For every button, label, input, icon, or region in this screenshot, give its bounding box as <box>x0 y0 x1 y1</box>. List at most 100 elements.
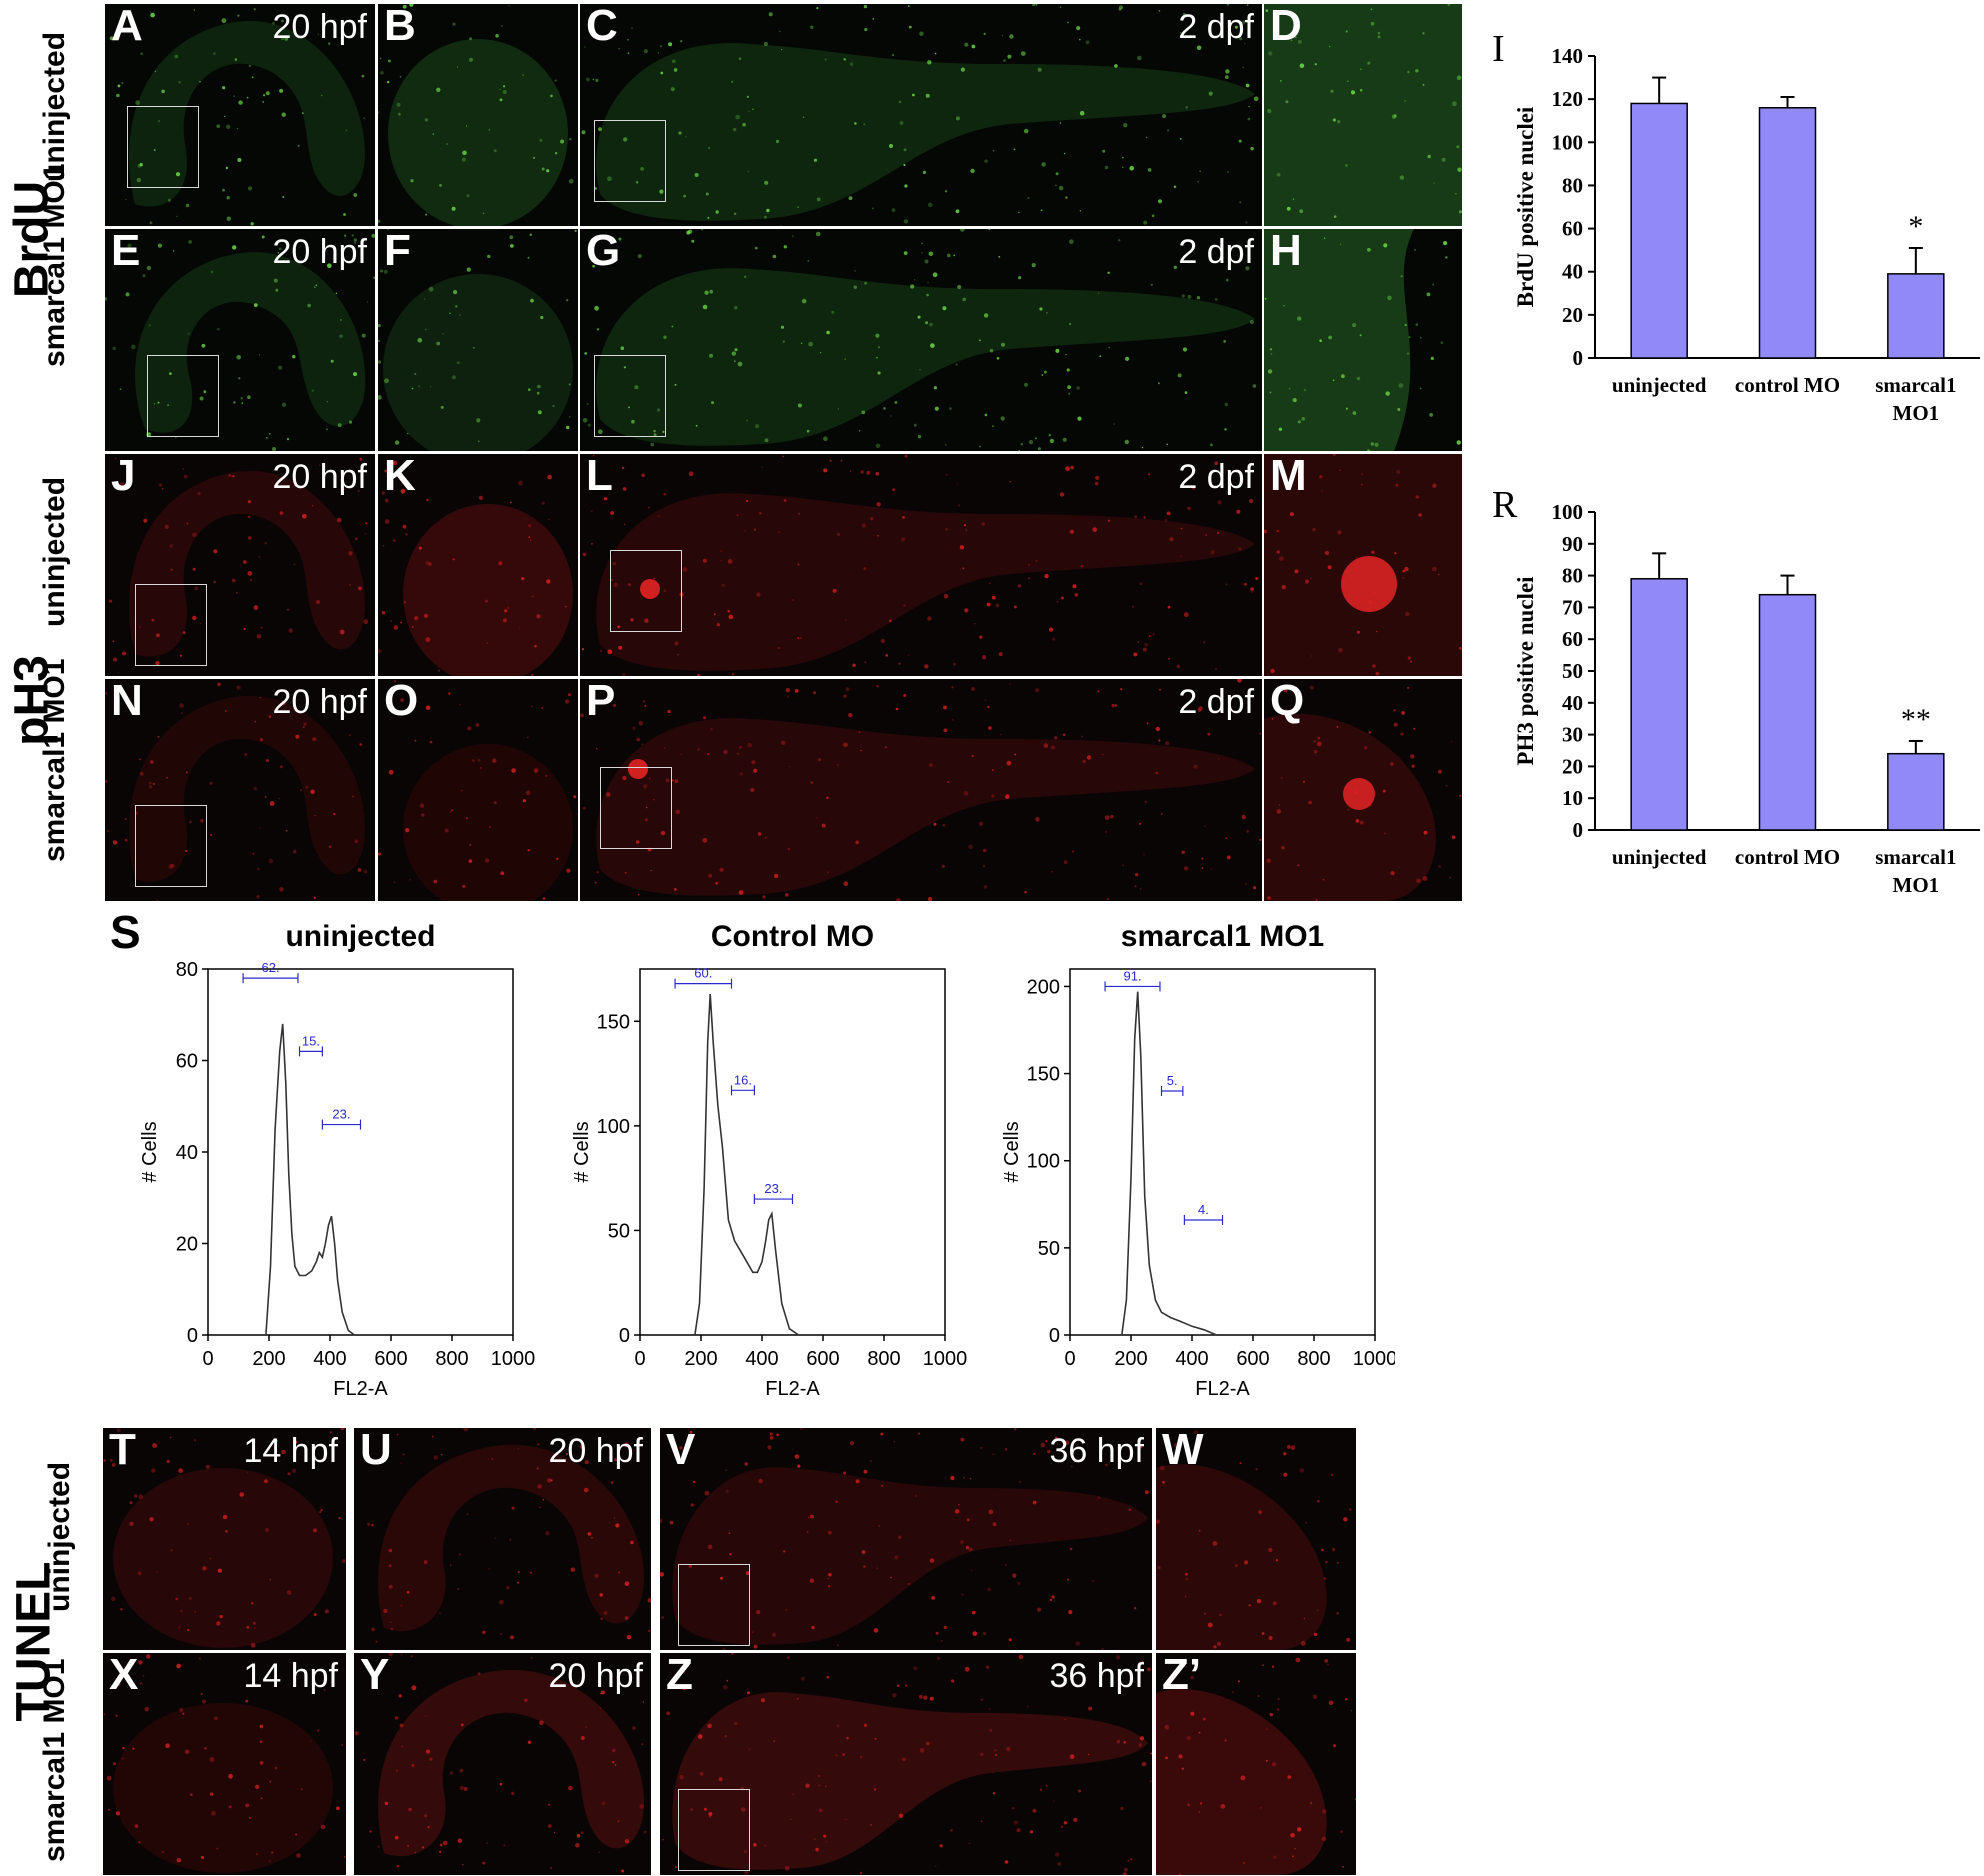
signal-dot <box>432 133 435 135</box>
signal-dot <box>157 401 160 404</box>
panel-label: E <box>111 229 141 275</box>
signal-dot <box>369 1830 372 1833</box>
signal-dot <box>468 859 473 863</box>
signal-dot <box>1065 354 1067 356</box>
signal-dot <box>1190 1711 1195 1716</box>
signal-dot <box>1302 780 1306 783</box>
signal-dot <box>634 385 639 390</box>
signal-dot <box>371 233 375 238</box>
signal-dot <box>794 1454 800 1459</box>
signal-dot <box>653 577 656 580</box>
signal-dot <box>801 1676 805 1681</box>
signal-dot <box>378 649 382 654</box>
signal-dot <box>465 817 468 820</box>
signal-dot <box>724 1734 728 1738</box>
signal-dot <box>393 625 399 630</box>
y-tick-label: 100 <box>597 1116 630 1138</box>
plot-frame <box>639 968 946 1336</box>
signal-dot <box>380 269 384 273</box>
signal-dot <box>734 1721 738 1726</box>
signal-dot <box>361 333 366 338</box>
signal-dot <box>217 1568 222 1573</box>
signal-dot <box>1324 1659 1329 1663</box>
signal-dot <box>764 438 769 443</box>
signal-dot <box>1298 462 1302 466</box>
signal-dot <box>466 1513 469 1515</box>
signal-dot <box>546 579 551 584</box>
signal-dot <box>679 1446 683 1450</box>
signal-dot <box>221 18 227 24</box>
signal-dot <box>527 736 529 738</box>
signal-dot <box>992 1522 997 1527</box>
signal-dot <box>1402 576 1405 579</box>
signal-dot <box>1071 1465 1073 1468</box>
signal-dot <box>864 661 867 664</box>
signal-dot <box>139 758 142 761</box>
signal-dot <box>213 549 218 554</box>
signal-dot <box>769 1432 773 1436</box>
panel-time: 20 hpf <box>548 1432 643 1470</box>
signal-dot <box>627 39 629 41</box>
signal-dot <box>613 582 618 587</box>
signal-dot <box>1035 4 1038 6</box>
signal-dot <box>1057 1443 1059 1445</box>
signal-dot <box>1422 84 1425 86</box>
signal-dot <box>1287 1445 1291 1449</box>
signal-dot <box>937 1656 941 1660</box>
signal-dot <box>1105 831 1107 833</box>
signal-dot <box>782 340 785 343</box>
signal-dot <box>150 760 154 764</box>
signal-dot <box>644 618 649 623</box>
signal-dot <box>449 1771 454 1775</box>
signal-dot <box>901 537 906 542</box>
signal-dot <box>393 881 396 883</box>
signal-dot <box>951 686 954 689</box>
signal-dot <box>243 627 246 631</box>
signal-dot <box>1014 605 1017 609</box>
signal-dot <box>695 424 698 427</box>
signal-dot <box>1368 731 1372 734</box>
signal-dot <box>1097 1496 1101 1500</box>
signal-dot <box>573 795 577 799</box>
inset-box <box>600 767 672 849</box>
signal-dot <box>536 1467 539 1470</box>
signal-dot <box>639 1804 644 1809</box>
signal-dot <box>1337 120 1341 124</box>
panel-time: 36 hpf <box>1049 1657 1144 1695</box>
signal-dot <box>344 488 346 491</box>
signal-dot <box>1055 348 1060 353</box>
bar <box>1630 102 1688 359</box>
signal-dot <box>1063 860 1068 864</box>
signal-dot <box>426 498 429 502</box>
signal-dot <box>354 242 356 244</box>
signal-dot <box>1383 243 1388 248</box>
signal-dot <box>394 1835 399 1840</box>
signal-dot <box>198 1657 202 1660</box>
signal-dot <box>611 1748 616 1753</box>
signal-dot <box>1438 769 1442 774</box>
signal-dot <box>647 1629 651 1633</box>
signal-dot <box>534 644 537 648</box>
signal-dot <box>825 1841 827 1843</box>
signal-dot <box>570 1567 575 1572</box>
signal-dot <box>457 1588 460 1590</box>
signal-dot <box>265 1527 270 1533</box>
signal-dot <box>988 1708 991 1710</box>
signal-dot <box>1113 423 1115 425</box>
signal-dot <box>380 71 384 75</box>
signal-dot <box>1410 660 1412 663</box>
y-axis-label: # Cells <box>1001 1121 1023 1182</box>
signal-dot <box>1300 1641 1306 1646</box>
signal-dot <box>363 1758 366 1761</box>
signal-dot <box>824 58 827 61</box>
signal-dot <box>366 301 369 303</box>
signal-dot <box>709 353 713 358</box>
signal-dot <box>662 430 665 433</box>
signal-dot <box>826 796 829 800</box>
signal-dot <box>960 1437 965 1442</box>
signal-dot <box>1324 550 1330 556</box>
signal-dot <box>449 312 451 314</box>
signal-dot <box>341 1559 346 1563</box>
signal-dot <box>115 1714 118 1717</box>
